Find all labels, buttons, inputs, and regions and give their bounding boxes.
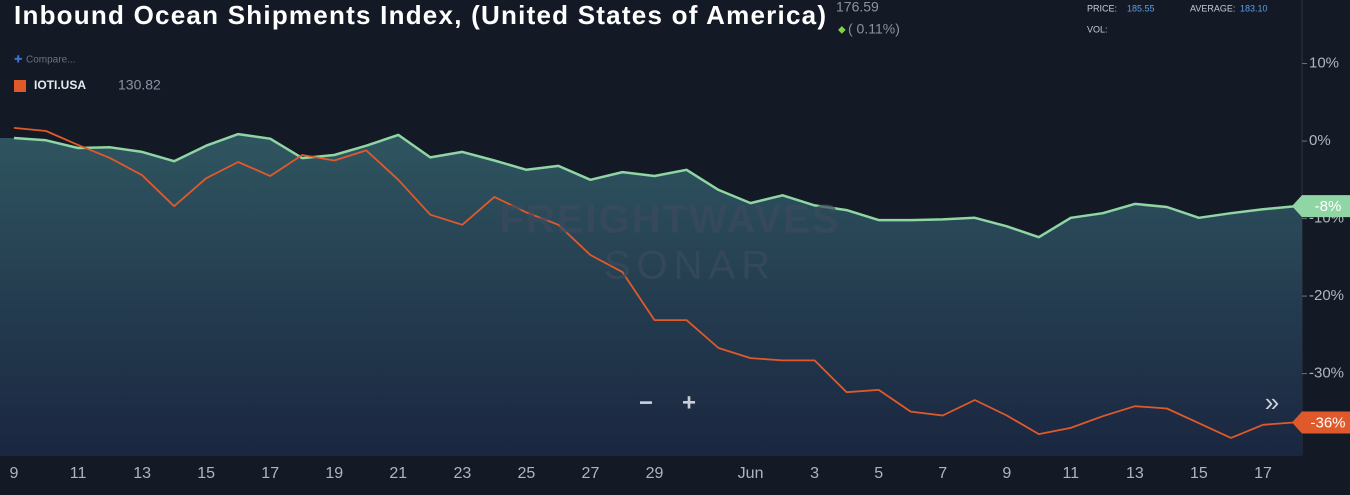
legend-label: IOTI.USA xyxy=(34,78,86,92)
x-tick-label: 11 xyxy=(1063,465,1080,482)
watermark: FREIGHTWAVES xyxy=(499,198,840,242)
x-tick-label: 7 xyxy=(938,465,947,482)
price-label: PRICE: xyxy=(1087,3,1117,13)
end-label: -8% xyxy=(1315,198,1342,215)
up-icon: ◆ xyxy=(838,25,846,36)
compare[interactable]: Compare... xyxy=(26,55,75,66)
x-tick-label: 9 xyxy=(1002,465,1011,482)
y-tick-label: 0% xyxy=(1309,132,1331,149)
average: 183.10 xyxy=(1240,3,1268,13)
end-tag xyxy=(1292,411,1350,434)
chart-title: Inbound Ocean Shipments Index, (United S… xyxy=(14,0,826,30)
legend-value: 130.82 xyxy=(118,77,161,93)
change: ( 0.11%) xyxy=(848,21,900,37)
zoom-in[interactable]: + xyxy=(682,389,696,416)
line xyxy=(13,127,1296,439)
x-tick-label: 23 xyxy=(453,465,471,482)
compare-icon[interactable]: ✚ xyxy=(14,55,22,66)
x-tick-label: 13 xyxy=(133,465,151,482)
x-tick-label: 15 xyxy=(1190,465,1208,482)
y-tick-label: -20% xyxy=(1309,287,1344,304)
x-tick-label: 9 xyxy=(10,465,19,482)
x-tick-label: 17 xyxy=(1254,465,1272,482)
x-tick-label: 3 xyxy=(810,465,819,482)
x-tick-label: 29 xyxy=(646,465,664,482)
x-tick-label: 25 xyxy=(518,465,536,482)
y-tick-label: -30% xyxy=(1309,365,1344,382)
x-tick-label: 11 xyxy=(70,465,87,482)
y-tick-label: 10% xyxy=(1309,55,1339,72)
zoom-out[interactable]: − xyxy=(639,389,653,416)
watermark: SONAR xyxy=(604,244,776,288)
price: 185.55 xyxy=(1127,3,1155,13)
x-tick-label: 13 xyxy=(1126,465,1144,482)
x-tick-label: 19 xyxy=(325,465,343,482)
end-label: -36% xyxy=(1310,414,1345,431)
last-price: 176.59 xyxy=(836,0,879,15)
x-tick-label: 21 xyxy=(389,465,407,482)
legend-swatch xyxy=(14,80,26,92)
scroll-end[interactable]: » xyxy=(1265,387,1279,417)
x-tick-label: 17 xyxy=(261,465,279,482)
x-tick-label: 27 xyxy=(582,465,600,482)
x-tick-label: 5 xyxy=(874,465,883,482)
area xyxy=(0,134,1302,455)
end-tag xyxy=(1292,195,1350,218)
line xyxy=(13,132,1296,239)
average-label: AVERAGE: xyxy=(1190,3,1235,13)
x-tick-label: 15 xyxy=(197,465,215,482)
x-tick-label: Jun xyxy=(738,465,764,482)
vol-label: VOL: xyxy=(1087,24,1108,34)
